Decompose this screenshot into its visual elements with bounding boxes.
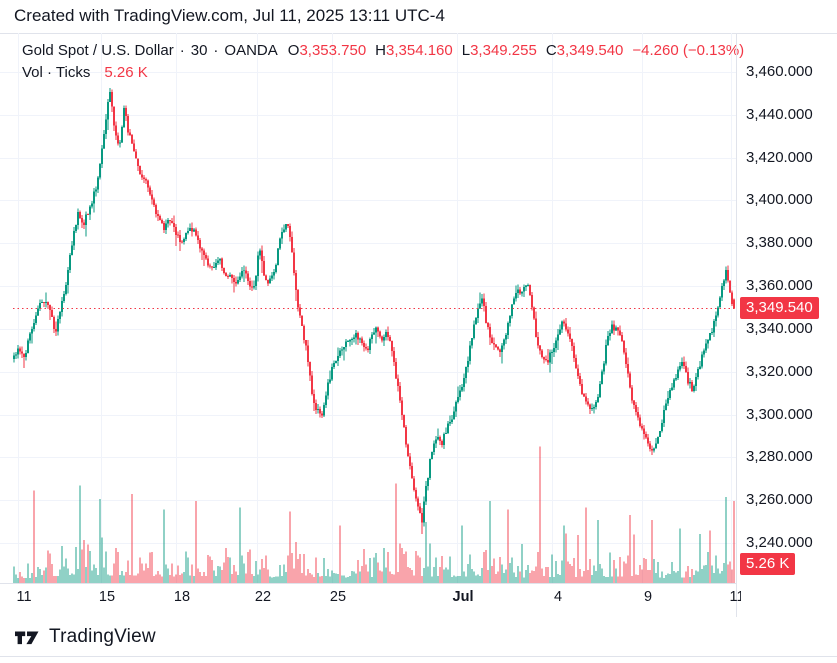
volume-value: 5.26 K [104, 64, 148, 81]
time-axis-label: 11 [16, 589, 32, 605]
ohlc-values: O3,353.750 H3,354.160 L3,349.255 C3,349.540 [288, 40, 633, 62]
ohlc-item: L3,349.255 [461, 42, 537, 59]
price-axis-label: 3,260.000 [746, 491, 813, 509]
volume-badge: 5.26 K [740, 553, 796, 575]
footer-branding[interactable]: TradingView [14, 626, 156, 648]
time-axis-label: 9 [643, 589, 653, 605]
volume-info-row[interactable]: Vol · Ticks 5.26 K [22, 62, 744, 84]
price-axis-label: 3,300.000 [746, 405, 813, 423]
price-axis-label: 3,240.000 [746, 534, 813, 551]
separator-dot: · [213, 42, 219, 59]
time-axis-label: Jul [452, 589, 474, 605]
chart-top-border [0, 33, 837, 34]
time-axis-label: 22 [254, 589, 272, 605]
exchange-name: OANDA [224, 42, 278, 59]
ohlc-item: C3,349.540 [545, 42, 624, 59]
price-axis-label: 3,320.000 [746, 362, 813, 380]
attribution-text: Created with TradingView.com, Jul 11, 20… [14, 6, 445, 25]
chart-legend: Gold Spot / U.S. Dollar · 30 · OANDA O3,… [22, 40, 744, 84]
price-axis-label: 3,400.000 [746, 191, 813, 209]
time-axis-label: 18 [173, 589, 191, 605]
time-axis-label: 25 [329, 589, 347, 605]
separator-dot: · [179, 42, 185, 59]
volume-label: Vol · Ticks [22, 64, 91, 81]
price-axis-border [736, 33, 737, 617]
current-price-badge: 3,349.540 [740, 297, 819, 320]
brand-name: TradingView [49, 626, 156, 647]
price-axis-label: 3,440.000 [746, 105, 813, 123]
price-axis-label: 3,360.000 [746, 277, 813, 295]
change-value: −4.260 (−0.13%) [632, 42, 745, 59]
symbol-name: Gold Spot / U.S. Dollar [22, 42, 174, 59]
time-axis-label: 11 [729, 589, 741, 605]
page-bottom-border [0, 656, 837, 657]
price-axis-label: 3,420.000 [746, 148, 813, 166]
time-axis-border [0, 583, 736, 584]
symbol-info-row[interactable]: Gold Spot / U.S. Dollar · 30 · OANDA O3,… [22, 40, 744, 62]
price-axis-label: 3,380.000 [746, 234, 813, 252]
interval-value: 30 [190, 42, 208, 59]
price-axis[interactable]: 3,460.000 3,440.000 3,420.000 3,400.000 3,38… [737, 33, 837, 617]
time-axis-label: 4 [553, 589, 563, 605]
ohlc-item: H3,354.160 [375, 42, 453, 59]
price-axis-label: 3,340.000 [746, 319, 813, 337]
tradingview-logo-icon [15, 631, 39, 644]
time-axis[interactable]: 11 15 18 22 25 Jul 4 9 11 [0, 584, 741, 614]
price-axis-label: 3,280.000 [746, 448, 813, 466]
price-axis-label: 3,460.000 [746, 63, 813, 80]
ohlc-item: O3,353.750 [287, 42, 367, 59]
time-axis-label: 15 [98, 589, 116, 605]
